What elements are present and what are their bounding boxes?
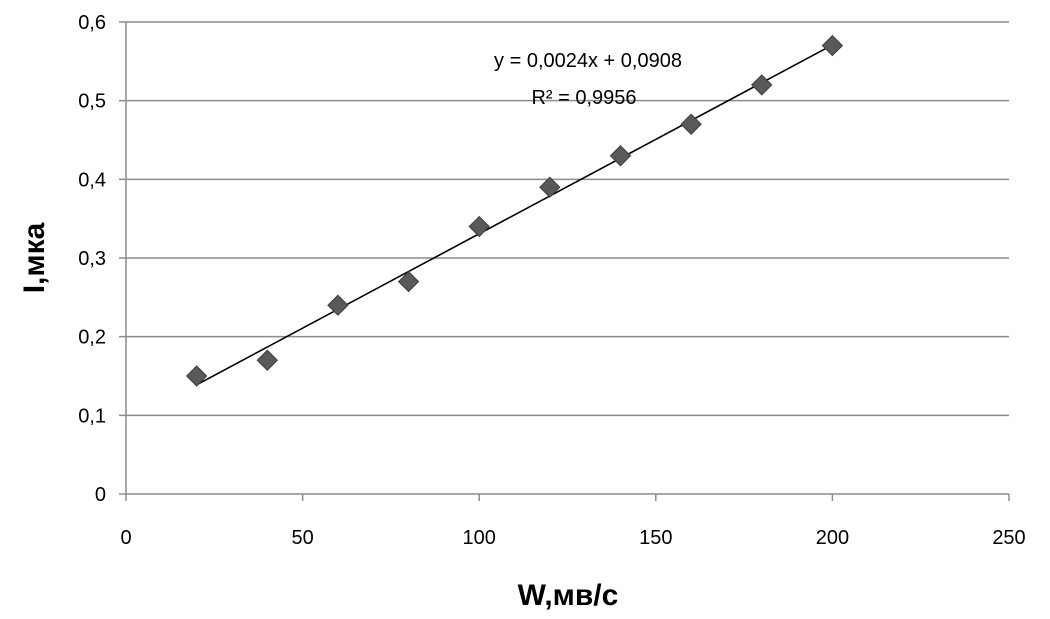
data-point <box>468 215 490 238</box>
y-tick-label: 0,2 <box>78 327 106 349</box>
data-point <box>821 34 844 57</box>
data-point <box>680 113 702 135</box>
x-tick-label: 250 <box>992 527 1025 549</box>
trendline <box>196 44 833 386</box>
y-axis-tick-labels: 0 0,1 0,2 0,3 0,4 0,5 0,6 <box>78 12 106 506</box>
data-point <box>609 145 632 167</box>
y-tick-label: 0,3 <box>78 248 106 270</box>
x-axis-title: W,мв/с <box>518 579 619 612</box>
y-tick-label: 0,1 <box>78 405 106 427</box>
data-points <box>185 34 844 387</box>
x-tick-label: 200 <box>816 527 849 549</box>
axes <box>119 21 1010 501</box>
data-point <box>539 176 561 198</box>
data-point <box>397 270 420 293</box>
x-axis-tick-labels: 0 50 100 150 200 250 <box>120 527 1025 549</box>
grid-lines <box>126 21 1009 417</box>
x-tick-label: 100 <box>463 527 496 549</box>
x-tick-label: 150 <box>639 527 672 549</box>
y-tick-label: 0,4 <box>78 169 106 191</box>
x-tick-label: 0 <box>120 527 131 549</box>
r-squared-label: R² = 0,9956 <box>531 87 636 109</box>
data-point <box>751 74 773 96</box>
data-point <box>327 294 349 316</box>
y-tick-label: 0,5 <box>78 91 106 113</box>
trendline-equation: y = 0,0024x + 0,0908 <box>494 50 682 72</box>
x-tick-label: 50 <box>291 527 313 549</box>
y-axis-title: I,мка <box>18 222 51 293</box>
y-tick-label: 0,6 <box>78 12 106 34</box>
data-point <box>256 349 278 371</box>
y-tick-label: 0 <box>95 484 106 506</box>
data-point <box>185 365 208 387</box>
